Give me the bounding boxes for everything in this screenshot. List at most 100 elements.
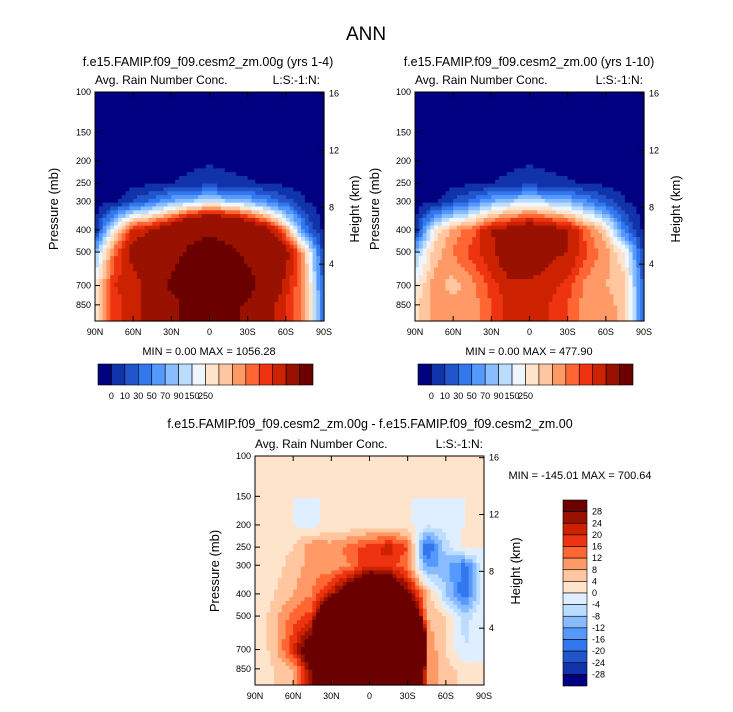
heat-cell [320,217,325,223]
heat-cell [521,107,527,112]
heat-cell [316,233,321,238]
heat-cell [449,118,454,124]
heat-cell [121,206,127,211]
heat-cell [144,225,150,230]
heat-cell [178,168,184,173]
heat-cell [106,95,111,101]
heat-cell [201,210,207,215]
heat-cell [415,95,420,101]
heat-cell [590,164,595,169]
heat-cell [220,313,226,318]
heat-cell [102,141,108,147]
heat-cell [156,111,161,116]
heat-cell [136,248,142,253]
heat-cell [282,267,287,272]
heat-cell [460,95,466,101]
heat-cell [159,263,165,269]
heat-cell [201,282,207,288]
heat-cell [301,210,306,215]
heat-cell [198,221,203,227]
heat-cell [236,145,241,150]
heat-cell [571,137,576,143]
heat-cell [171,240,176,246]
x-tick-label: 60N [125,327,142,337]
heat-cell [540,160,546,166]
heat-cell [178,214,184,219]
heat-cell [106,122,111,127]
heat-cell [198,214,203,219]
heat-cell [426,103,431,108]
heat-cell [495,149,500,154]
heat-cell [259,225,264,230]
heat-cell [186,187,192,192]
heat-cell [186,95,192,101]
heat-cell [201,221,207,227]
heat-cell [293,240,298,246]
heat-cell [316,191,321,196]
heat-cell [617,153,622,158]
heat-cell [251,305,256,311]
heat-cell [236,275,241,280]
heat-cell [95,263,100,269]
heat-cell [167,99,172,105]
heat-cell [236,114,241,120]
heat-cell [312,122,317,127]
heat-cell [521,141,527,147]
heat-cell [289,160,295,166]
heat-cell [297,233,302,238]
heat-cell [506,172,512,177]
heat-cell [247,172,253,177]
heat-cell [194,217,199,223]
heat-cell [175,126,180,131]
heat-cell [297,126,302,131]
heat-cell [624,99,630,105]
heat-cell [479,168,485,173]
heat-cell [171,256,176,261]
heat-cell [205,217,211,223]
heat-cell [266,221,272,227]
heat-cell [320,195,325,200]
heat-cell [171,248,176,253]
heat-cell [464,156,470,162]
heat-cell [251,164,256,169]
heat-cell [259,259,264,265]
heat-cell [293,195,298,200]
heat-cell [247,275,253,280]
heat-cell [468,118,473,124]
heat-cell [525,153,531,158]
heat-cell [247,305,253,311]
heat-cell [255,160,260,166]
heat-cell [140,195,146,200]
heat-cell [114,195,119,200]
heat-cell [304,191,310,196]
heat-cell [224,103,230,108]
heat-cell [133,279,138,284]
heat-cell [125,111,130,116]
heat-cell [198,279,203,284]
heat-cell [312,225,317,230]
heat-cell [125,221,130,227]
heat-cell [117,259,123,265]
heat-cell [598,133,603,139]
heat-cell [209,240,214,246]
heat-cell [453,130,458,135]
heat-cell [110,317,115,322]
heat-cell [117,153,123,158]
heat-cell [175,305,180,311]
heat-cell [285,279,291,284]
heat-cell [117,206,123,211]
heat-cell [304,153,310,158]
heat-cell [320,275,325,280]
heat-cell [186,198,192,204]
heat-cell [529,149,534,154]
heat-cell [251,156,256,162]
heat-cell [236,149,241,154]
heat-cell [163,210,169,215]
heat-cell [510,111,515,116]
heat-cell [201,195,207,200]
heat-cell [278,153,283,158]
heat-cell [232,191,237,196]
heat-cell [316,256,321,261]
heat-cell [472,130,477,135]
heat-cell [121,111,127,116]
